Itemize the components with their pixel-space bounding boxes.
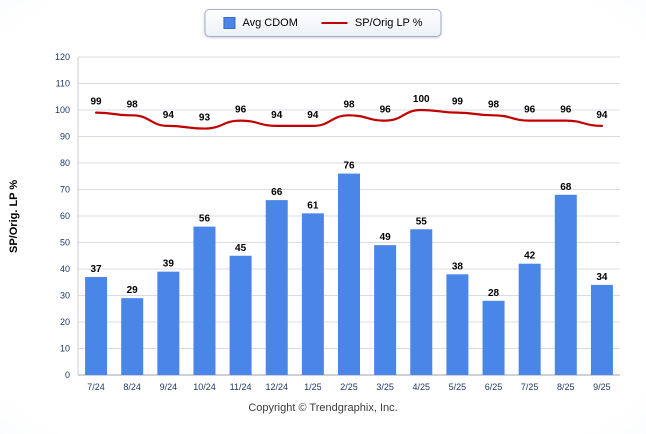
line-value-label: 96 xyxy=(524,105,536,116)
y-tick-label: 70 xyxy=(60,185,70,195)
x-tick-label: 12/24 xyxy=(265,382,288,392)
line-value-label: 94 xyxy=(271,110,283,121)
y-tick-label: 100 xyxy=(55,105,70,115)
x-tick-label: 4/25 xyxy=(413,382,431,392)
bar xyxy=(265,200,288,375)
bar-value-label: 68 xyxy=(560,182,572,193)
line-value-label: 94 xyxy=(307,110,319,121)
line-value-label: 98 xyxy=(343,99,355,110)
x-tick-label: 10/24 xyxy=(193,382,216,392)
line-value-label: 93 xyxy=(199,113,211,124)
y-tick-label: 10 xyxy=(60,344,70,354)
line-value-label: 96 xyxy=(380,105,392,116)
bar xyxy=(157,271,180,375)
bar-value-label: 49 xyxy=(380,232,392,243)
bar xyxy=(229,255,252,375)
chart-legend: Avg CDOM SP/Orig LP % xyxy=(204,9,442,37)
y-tick-label: 80 xyxy=(60,158,70,168)
x-tick-label: 9/25 xyxy=(593,382,611,392)
line-value-label: 94 xyxy=(596,110,608,121)
bar-value-label: 76 xyxy=(343,161,355,172)
bar xyxy=(301,213,324,375)
y-tick-label: 40 xyxy=(60,264,70,274)
bar xyxy=(554,194,577,375)
x-tick-label: 8/25 xyxy=(557,382,575,392)
y-tick-label: 50 xyxy=(60,238,70,248)
bar-value-label: 34 xyxy=(596,272,608,283)
y-tick-label: 30 xyxy=(60,291,70,301)
bar-value-label: 66 xyxy=(271,187,283,198)
bar xyxy=(446,274,469,375)
line-value-label: 98 xyxy=(488,99,500,110)
x-tick-label: 7/25 xyxy=(521,382,539,392)
line-value-label: 98 xyxy=(127,99,139,110)
bar xyxy=(518,263,541,375)
x-tick-label: 11/24 xyxy=(230,382,252,392)
legend-item-sp-orig-lp: SP/Orig LP % xyxy=(321,17,423,29)
bar-value-label: 61 xyxy=(307,200,319,211)
x-tick-label: 8/24 xyxy=(123,382,141,392)
bar-value-label: 39 xyxy=(163,259,175,270)
x-tick-label: 5/25 xyxy=(449,382,467,392)
copyright-text: Copyright © Trendgraphix, Inc. xyxy=(248,402,398,414)
legend-label-avg-cdom: Avg CDOM xyxy=(242,17,298,29)
line-value-label: 96 xyxy=(560,105,572,116)
bar xyxy=(338,173,360,375)
line-value-label: 94 xyxy=(163,110,175,121)
bar-value-label: 56 xyxy=(199,214,211,225)
x-tick-label: 2/25 xyxy=(340,382,358,392)
y-tick-label: 110 xyxy=(56,79,70,89)
y-tick-label: 0 xyxy=(65,370,70,380)
y-tick-label: 90 xyxy=(60,132,70,142)
x-tick-label: 1/25 xyxy=(304,382,322,392)
bar xyxy=(374,245,397,375)
line-value-label: 100 xyxy=(413,94,430,105)
y-tick-label: 120 xyxy=(55,52,70,62)
x-tick-label: 3/25 xyxy=(376,382,394,392)
bar xyxy=(85,276,108,375)
bar-value-label: 55 xyxy=(416,216,428,227)
bar xyxy=(590,284,613,375)
line-value-label: 99 xyxy=(452,97,464,108)
line-value-label: 99 xyxy=(91,97,103,108)
x-tick-label: 7/24 xyxy=(87,382,105,392)
bar-swatch-icon xyxy=(223,17,236,29)
bar-value-label: 42 xyxy=(524,251,536,262)
y-tick-label: 60 xyxy=(60,211,70,221)
line-value-label: 96 xyxy=(235,105,247,116)
line-swatch-icon xyxy=(321,22,348,24)
x-tick-label: 6/25 xyxy=(485,382,503,392)
bar xyxy=(410,229,433,375)
y-tick-label: 20 xyxy=(60,317,70,327)
bar xyxy=(482,300,505,375)
legend-label-sp-orig-lp: SP/Orig LP % xyxy=(354,17,423,29)
bar-value-label: 37 xyxy=(91,264,103,275)
bar xyxy=(121,298,144,375)
bar-value-label: 29 xyxy=(127,285,139,296)
bar-value-label: 28 xyxy=(488,288,500,299)
x-tick-label: 9/24 xyxy=(160,382,178,392)
bar xyxy=(193,226,216,375)
bar-value-label: 45 xyxy=(235,243,247,254)
legend-item-avg-cdom: Avg CDOM xyxy=(223,17,298,29)
sp-orig-lp-line xyxy=(94,108,604,130)
bar-value-label: 38 xyxy=(452,261,464,272)
